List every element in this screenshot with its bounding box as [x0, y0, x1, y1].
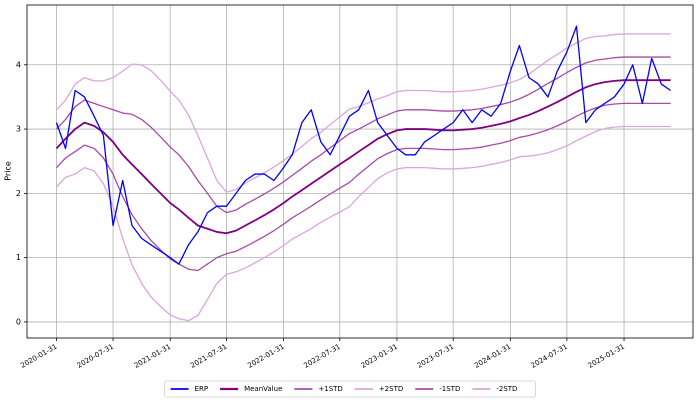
- legend-label: +1STD: [318, 385, 342, 393]
- series-line: [56, 125, 671, 322]
- series-line: [55, 25, 671, 265]
- y-tick-label: 2: [16, 189, 21, 198]
- legend-label: +2STD: [379, 385, 403, 393]
- y-tick-label: 0: [16, 317, 21, 326]
- legend-label: MeanValue: [244, 385, 282, 393]
- legend-label: ERP: [195, 385, 209, 393]
- series-line: [55, 79, 671, 235]
- plot-frame: [26, 4, 694, 339]
- y-tick-label: 4: [16, 60, 21, 69]
- y-tick-label: 3: [16, 125, 21, 134]
- y-tick-label: 1: [16, 253, 21, 262]
- legend-box: [164, 380, 536, 398]
- series-line: [56, 56, 671, 214]
- series-line: [56, 102, 671, 272]
- legend-label: -1STD: [439, 385, 460, 393]
- legend: ERP MeanValue +1STD +2STD -1STD -2STD: [164, 380, 536, 398]
- legend-label: -2STD: [496, 385, 517, 393]
- y-axis-label: Price: [4, 161, 13, 181]
